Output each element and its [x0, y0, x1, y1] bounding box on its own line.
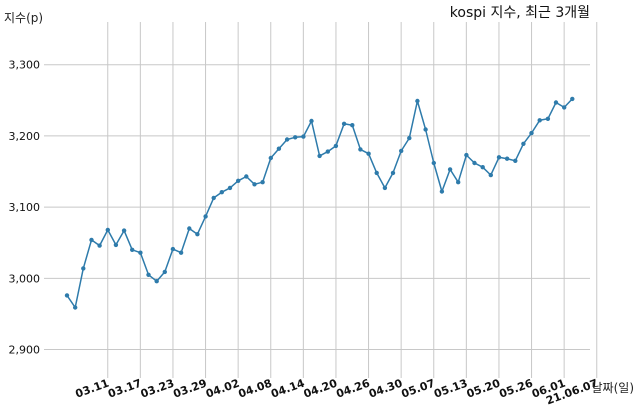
- data-point: [537, 118, 542, 123]
- data-point: [480, 165, 485, 170]
- y-tick-label: 3,300: [9, 59, 41, 72]
- data-point: [317, 153, 322, 159]
- data-point: [187, 226, 192, 231]
- data-point: [545, 116, 551, 122]
- data-point: [97, 243, 102, 248]
- data-point: [358, 147, 363, 152]
- data-point: [236, 178, 241, 183]
- data-point: [293, 135, 298, 140]
- x-tick-label: 05.07: [400, 377, 437, 401]
- data-point: [219, 190, 224, 195]
- data-point: [73, 305, 78, 310]
- data-point: [64, 293, 70, 298]
- data-point: [341, 121, 347, 127]
- data-point: [488, 172, 493, 178]
- x-tick-label: 03.29: [171, 377, 208, 401]
- data-point: [260, 180, 265, 185]
- data-point: [170, 246, 176, 252]
- x-tick-label: 05.13: [432, 377, 469, 401]
- series-line: [66, 98, 573, 309]
- data-point: [130, 247, 135, 252]
- data-point: [227, 185, 233, 191]
- y-tick-label: 3,000: [9, 272, 41, 285]
- x-axis-ticks: 03.1103.1703.2303.2904.0204.0804.1404.20…: [74, 376, 600, 407]
- y-axis-ticks: 2,900 3,000 3,100 3,200 3,300: [9, 59, 41, 357]
- data-point: [407, 135, 412, 141]
- series: [64, 96, 575, 310]
- data-point: [154, 279, 159, 284]
- x-tick-label: 03.11: [74, 377, 111, 401]
- data-point: [521, 141, 526, 146]
- data-point: [399, 148, 404, 154]
- data-point: [570, 96, 575, 102]
- data-point: [439, 189, 445, 194]
- data-point: [350, 123, 355, 128]
- data-point: [374, 170, 379, 176]
- x-tick-label: 03.23: [139, 377, 176, 401]
- data-point: [146, 272, 151, 277]
- data-point: [423, 127, 428, 132]
- data-point: [89, 237, 94, 243]
- data-point: [366, 151, 371, 156]
- data-point: [195, 232, 200, 237]
- x-tick-label: 04.08: [237, 377, 274, 401]
- data-point: [105, 227, 111, 233]
- data-point: [178, 250, 184, 255]
- x-tick-label: 04.02: [204, 377, 241, 401]
- data-point: [333, 143, 339, 149]
- y-tick-label: 3,200: [9, 130, 41, 143]
- data-point: [553, 100, 559, 105]
- data-point: [415, 98, 420, 104]
- data-point: [390, 170, 396, 176]
- x-axis-label: 날짜(일): [592, 381, 634, 395]
- data-point: [562, 105, 567, 110]
- data-point: [203, 214, 208, 219]
- data-point: [252, 182, 257, 187]
- data-point: [309, 118, 314, 124]
- y-tick-label: 2,900: [9, 344, 41, 357]
- data-point: [211, 195, 216, 201]
- data-point: [382, 185, 388, 191]
- data-point: [284, 137, 290, 142]
- grid: [44, 22, 598, 378]
- data-point: [496, 155, 502, 160]
- data-point: [276, 146, 282, 151]
- data-point: [513, 158, 518, 163]
- chart-title: kospi 지수, 최근 3개월: [450, 5, 590, 21]
- x-tick-label: 03.17: [106, 377, 143, 401]
- data-point: [138, 250, 143, 255]
- data-point: [529, 130, 534, 136]
- data-point: [301, 134, 306, 139]
- data-point: [113, 242, 119, 248]
- data-point: [472, 160, 477, 166]
- data-point: [456, 180, 461, 185]
- data-point: [431, 160, 436, 166]
- data-point: [244, 174, 249, 179]
- y-axis-label: 지수(p): [4, 11, 43, 25]
- data-point: [268, 155, 273, 161]
- data-point: [325, 149, 330, 154]
- data-point: [504, 156, 510, 161]
- y-tick-label: 3,100: [9, 201, 41, 214]
- data-point: [81, 266, 86, 271]
- data-point: [447, 167, 453, 172]
- data-point: [162, 269, 167, 275]
- data-point: [464, 152, 469, 158]
- data-point: [121, 228, 127, 233]
